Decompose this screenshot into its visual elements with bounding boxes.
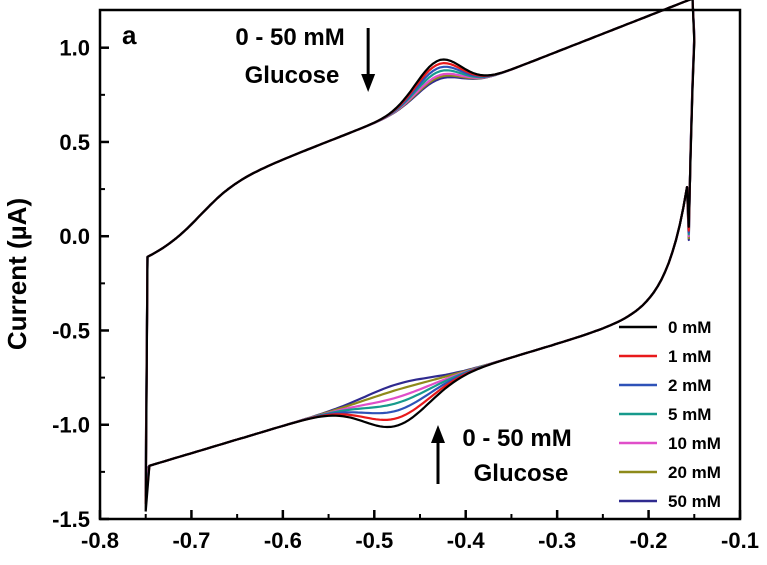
annotation-bottom-line1: 0 - 50 mM bbox=[462, 425, 571, 452]
legend-label: 50 mM bbox=[668, 492, 721, 511]
y-tick-label: -1.0 bbox=[52, 413, 90, 438]
legend-label: 0 mM bbox=[668, 318, 711, 337]
y-tick-label: 0.0 bbox=[59, 224, 90, 249]
y-axis-title: Current (µA) bbox=[2, 198, 32, 350]
annotation-top-line2: Glucose bbox=[245, 62, 340, 89]
y-tick-label: 0.5 bbox=[59, 130, 90, 155]
x-tick-label: -0.2 bbox=[630, 528, 668, 553]
legend-label: 10 mM bbox=[668, 434, 721, 453]
annotations-layer: 0 - 50 mM Glucose 0 - 50 mM Glucose bbox=[235, 24, 571, 487]
plot-frame bbox=[98, 8, 742, 521]
ticks-layer: -0.8 -0.7 -0.6 -0.5 -0.4 -0.3 -0.2 -0.1 -1.5 -1.0… bbox=[52, 36, 759, 553]
x-tick-label: -0.8 bbox=[81, 528, 119, 553]
legend-label: 2 mM bbox=[668, 376, 711, 395]
y-tick-label: -1.5 bbox=[52, 507, 90, 532]
x-tick-label: -0.7 bbox=[172, 528, 210, 553]
panel-label: a bbox=[122, 20, 137, 50]
legend-label: 1 mM bbox=[668, 347, 711, 366]
y-tick-label: 1.0 bbox=[59, 36, 90, 61]
legend: 0 mM 1 mM 2 mM 5 mM 10 mM 20 mM 50 mM bbox=[619, 318, 721, 511]
x-tick-label: -0.4 bbox=[447, 528, 486, 553]
x-tick-label: -0.6 bbox=[264, 528, 302, 553]
arrow-up-icon bbox=[431, 425, 445, 443]
x-tick-label: -0.1 bbox=[721, 528, 759, 553]
arrow-down-icon bbox=[361, 74, 376, 92]
x-tick-label: -0.5 bbox=[355, 528, 393, 553]
annotation-bottom-line2: Glucose bbox=[474, 460, 569, 487]
y-tick-label: -0.5 bbox=[52, 318, 90, 343]
legend-label: 5 mM bbox=[668, 405, 711, 424]
curves-layer bbox=[144, 0, 696, 512]
legend-label: 20 mM bbox=[668, 463, 721, 482]
x-tick-label: -0.3 bbox=[538, 528, 576, 553]
annotation-top-line1: 0 - 50 mM bbox=[235, 24, 344, 51]
series-line bbox=[144, 0, 696, 512]
